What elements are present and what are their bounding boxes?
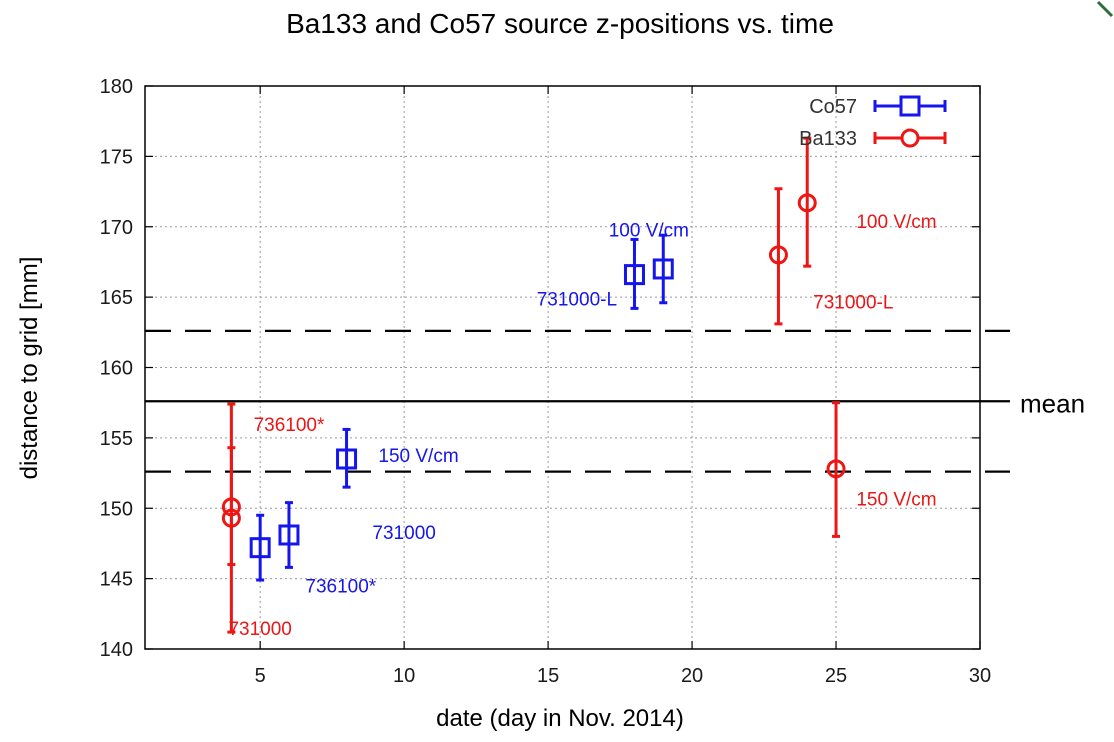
point-annotation: 731000-L	[813, 292, 893, 313]
co57-point	[249, 537, 271, 559]
point-annotation: 100 V/cm	[609, 221, 689, 242]
corner-accent-mark	[1096, 0, 1114, 18]
chart-title: Ba133 and Co57 source z-positions vs. ti…	[286, 8, 834, 39]
point-annotation: 736100*	[305, 577, 376, 598]
legend-square-marker	[899, 95, 921, 117]
axis-ticks: 5 10 15 20 25 30 140 145 150 155 160 165 170 175 180	[100, 76, 992, 687]
co57-point	[652, 258, 674, 280]
x-tick-label: 20	[681, 665, 703, 687]
x-tick-label: 10	[393, 665, 415, 687]
point-annotations: 100 V/cm 731000-L 150 V/cm 731000 736100* 100…	[228, 212, 936, 640]
legend: Co57 Ba133	[799, 95, 947, 150]
ba133-point	[797, 193, 817, 213]
legend-label-ba133: Ba133	[799, 128, 857, 150]
point-annotation: 731000-L	[537, 290, 617, 311]
y-tick-label: 170	[100, 217, 133, 239]
point-annotation: 100 V/cm	[856, 212, 936, 233]
co57-point	[623, 264, 645, 286]
y-axis-title: distance to grid [mm]	[16, 257, 43, 480]
point-annotation: 731000	[228, 619, 291, 640]
data-series	[221, 136, 846, 634]
x-tick-label: 30	[969, 665, 991, 687]
y-tick-label: 180	[100, 76, 133, 98]
reference-lines: mean	[145, 329, 1085, 473]
grid-lines	[145, 86, 980, 649]
point-annotation: 731000	[372, 523, 435, 544]
point-annotation: 736100*	[254, 415, 325, 436]
x-tick-label: 15	[537, 665, 559, 687]
x-tick-label: 5	[255, 665, 266, 687]
y-tick-label: 145	[100, 569, 133, 591]
co57-point	[336, 448, 358, 470]
point-annotation: 150 V/cm	[378, 446, 458, 467]
co57-point	[278, 524, 300, 546]
y-tick-label: 150	[100, 498, 133, 520]
y-tick-label: 160	[100, 358, 133, 380]
legend-label-co57: Co57	[809, 96, 857, 118]
x-tick-label: 25	[825, 665, 847, 687]
point-annotation: 150 V/cm	[856, 489, 936, 510]
ba133-point	[221, 508, 241, 528]
y-tick-label: 165	[100, 287, 133, 309]
ba133-point	[826, 459, 846, 479]
y-tick-label: 140	[100, 639, 133, 661]
ba133-point	[768, 245, 788, 265]
y-tick-label: 155	[100, 428, 133, 450]
mean-label: mean	[1020, 388, 1085, 418]
y-tick-label: 175	[100, 146, 133, 168]
legend-circle-marker	[900, 128, 920, 148]
x-axis-title: date (day in Nov. 2014)	[436, 705, 684, 732]
